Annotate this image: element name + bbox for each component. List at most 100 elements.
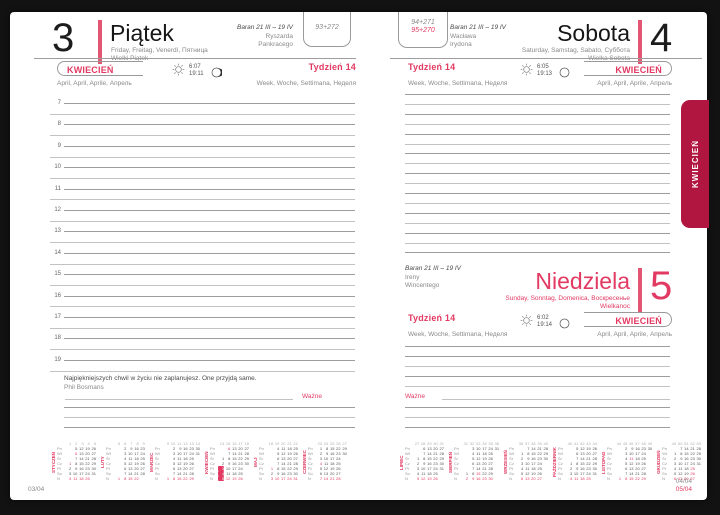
- calendar-row: N 5 12 19 26: [210, 476, 243, 481]
- hour-line: [50, 242, 355, 244]
- calendar-row: Wt 3 10 17 24 31: [154, 451, 200, 456]
- calendar-row: Cz 1 8 15 22 29: [558, 461, 597, 466]
- notes-line: [64, 407, 355, 408]
- hour-label: 19: [54, 356, 61, 363]
- hour-line: [50, 220, 355, 222]
- quote-author: Phil Bosmans: [64, 384, 104, 391]
- sunday-sunset: 19:14: [537, 322, 553, 328]
- diary-spread: 3 Piątek Friday, Freitag, Venerdì, Пятни…: [10, 12, 710, 500]
- calendar-row: So 7 14 21 28: [606, 471, 646, 476]
- left-page: 3 Piątek Friday, Freitag, Venerdì, Пятни…: [26, 12, 366, 500]
- week-numbers-row: 31 32 33 34 35 36: [463, 441, 500, 446]
- calendar-row: So 6 13 20 27: [307, 471, 341, 476]
- sunday-day-of-year: 95+270: [411, 27, 435, 34]
- hour-label: 16: [54, 292, 61, 299]
- notes-line: [405, 366, 670, 367]
- mini-calendar-wrzesień: WRZESIEŃ 36 37 38 39 40 Pn 7 14 21 28 Wt 1 8 15 22 29 Śr 2…: [502, 440, 548, 485]
- hour-line: [50, 113, 355, 115]
- notes-line: [405, 232, 670, 234]
- calendar-row: N 1 8 15 22 29: [606, 476, 646, 481]
- calendar-row: Wt 7 14 21 28: [210, 451, 249, 456]
- moon-phase-icon: [559, 65, 570, 83]
- saturday-week-label: Tydzień 14: [408, 62, 456, 72]
- calendar-row: Śr 5 12 19 26: [453, 456, 493, 461]
- calendar-row: Pn 6 13 20 27: [210, 446, 249, 451]
- hour-line: [50, 135, 355, 137]
- saturday-accent-bar: [638, 20, 642, 64]
- calendar-row: Śr 1 8 15 22 29: [210, 456, 249, 461]
- calendar-row: Wt 3 10 17 24: [105, 451, 145, 456]
- mini-calendar-strip-right: LIPIEC 27 28 29 30 31 Pn 6 13 20 27 Wt 7 14 21 28 Śr 1 8 15…: [398, 440, 701, 486]
- mini-calendar-month-name: WRZESIEŃ: [503, 450, 509, 475]
- mini-calendar-month-name: MARZEC: [148, 452, 154, 473]
- left-day-number: 3: [52, 16, 74, 60]
- section-divider: [405, 346, 670, 347]
- week-numbers-row: 40 41 42 43 44: [567, 441, 597, 446]
- left-name-day-1: Ryszarda: [265, 33, 293, 40]
- hour-label: 7: [57, 100, 61, 106]
- calendar-row: Pn 3 10 17 24 31: [453, 446, 500, 451]
- hour-line: [64, 167, 355, 169]
- hour-line: [50, 306, 355, 308]
- notes-line: [405, 103, 670, 105]
- hour-line: [64, 231, 355, 233]
- week-numbers-row: 36 37 38 39 40: [518, 441, 548, 446]
- left-day-accent-bar: [98, 20, 102, 64]
- calendar-row: Śr 7 14 21 28: [57, 456, 96, 461]
- header-divider: [390, 58, 702, 59]
- important-line: [65, 399, 293, 400]
- calendar-row: Śr 4 11 18 25: [105, 456, 145, 461]
- sunday-month-box: KWIECIEŃ: [584, 312, 672, 327]
- calendar-row: Pn 4 11 18 25: [258, 446, 298, 451]
- calendar-row: Pn 7 14 21 28: [509, 446, 548, 451]
- month-tab-kwiecien[interactable]: KWIECIEŃ: [681, 100, 709, 228]
- calendar-row: N 6 13 20 27: [509, 476, 542, 481]
- calendar-row: Pt 2 9 16 23 30: [57, 466, 96, 471]
- notes-line: [405, 386, 670, 387]
- mini-calendar-month-name: LIPIEC: [399, 455, 404, 470]
- saturday-week-languages: Week, Woche, Settimana, Неделя: [408, 80, 508, 87]
- right-important-label: Ważne: [405, 393, 425, 400]
- calendar-row: Śr 6 13 20 27: [258, 456, 298, 461]
- notes-line: [405, 183, 670, 185]
- mini-calendar-month-name: KWIECIEŃ: [204, 451, 209, 474]
- calendar-row: So 2 9 16 23 30: [258, 471, 298, 476]
- saturday-sunrise: 6:05: [537, 64, 549, 70]
- notes-line: [405, 202, 670, 204]
- hour-line: [50, 284, 355, 286]
- calendar-row: Cz 1 8 15 22 29: [57, 461, 96, 466]
- calendar-row: Wt 2 9 16 23 30: [307, 451, 347, 456]
- calendar-row: So 7 14 21 28: [105, 471, 145, 476]
- moon-phase-icon: [559, 316, 570, 334]
- calendar-row: N 3 10 17 24 31: [258, 476, 298, 481]
- calendar-row: Wt 1 8 15 22 29: [509, 451, 548, 456]
- notes-line: [64, 417, 355, 418]
- hour-label: 10: [54, 164, 61, 171]
- hour-label: 15: [54, 271, 61, 278]
- calendar-row: Pt 6 13 20 27: [606, 466, 646, 471]
- calendar-row: Pn 5 12 19 26: [57, 446, 96, 451]
- calendar-row: Pt 5 12 19 26: [307, 466, 341, 471]
- notes-line: [405, 376, 670, 377]
- right-page: 94+271 95+270 Baran 21 III – 19 IV Wacła…: [380, 12, 710, 500]
- sunday-sunrise: 6:02: [537, 315, 549, 321]
- calendar-row: Pn 2 9 16 23 30: [154, 446, 200, 451]
- mini-calendar-styczeń: STYCZEŃ 1 2 3 4 5 Pn 5 12 19 26 Wt 6 13 20 27 Śr 7 14 21 28 C…: [50, 440, 96, 485]
- saturday-month-languages: April, April, Aprile, Апрель: [597, 80, 672, 87]
- calendar-row: Pt 3 10 17 24: [210, 466, 243, 471]
- calendar-row: Pn 5 12 19 26: [558, 446, 597, 451]
- calendar-row: N 1 8 15 22: [105, 476, 139, 481]
- calendar-row: Pn 2 9 16 23 30: [606, 446, 653, 451]
- sunday-week-languages: Week, Woche, Settimana, Неделя: [408, 331, 508, 338]
- sun-icon: [520, 314, 533, 332]
- notes-line: [405, 417, 670, 418]
- notes-line: [405, 242, 670, 244]
- hour-line: [64, 252, 355, 254]
- mini-calendar-grudzień: GRUDZIEŃ 49 50 51 52 53 Pn 7 14 21 28 Wt 1 8 15 22 29 Śr 2…: [655, 440, 701, 485]
- sunday-name-day-2: Wincentego: [405, 282, 440, 289]
- left-week-label: Tydzień 14: [308, 62, 356, 72]
- calendar-row: Śr 1 8 15 22 29: [405, 456, 444, 461]
- notes-line: [405, 252, 670, 254]
- week-numbers-row: 9 10 11 12 13 14: [166, 441, 200, 446]
